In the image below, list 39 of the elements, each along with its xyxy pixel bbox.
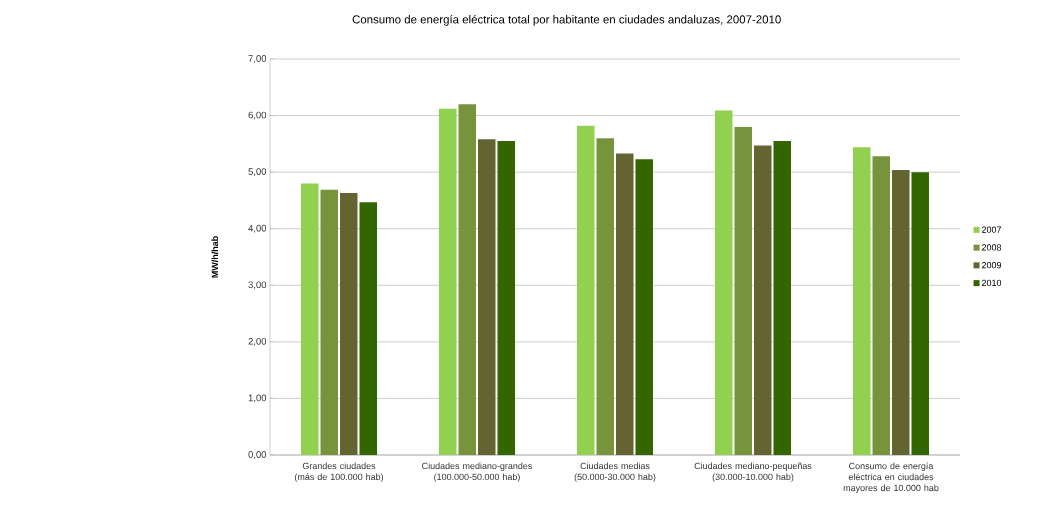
bar (320, 189, 339, 455)
x-tick-label: Grandes ciudades (más de 100.000 hab) (294, 462, 384, 482)
bar (773, 141, 791, 455)
bar (616, 153, 634, 455)
x-tick-label: Ciudades medias (50.000-30.000 hab) (574, 462, 656, 482)
bar (439, 108, 457, 455)
bar (596, 138, 615, 455)
legend-label: 2007 (981, 226, 1002, 233)
bar (892, 169, 910, 455)
legend-label: 2009 (981, 261, 1002, 269)
bar (301, 183, 319, 455)
chart-title: Consumo de energía eléctrica total por habitante en ciudades andaluzas, 2007-2010 (352, 14, 781, 26)
legend-label: 2008 (981, 244, 1002, 251)
y-tick-label: 3,00 (248, 281, 267, 290)
y-axis-title: MW/h/hab (211, 236, 219, 278)
bar (497, 141, 515, 455)
y-tick-label: 0,00 (248, 451, 267, 459)
x-tick-label: Ciudades mediano-grandes (100.000-50.000 hab) (422, 462, 532, 482)
y-tick-label: 5,00 (248, 168, 267, 177)
bar (478, 139, 496, 455)
x-tick-label: Ciudades mediano-pequeñas (30.000-10.000 hab) (694, 462, 812, 482)
bar (911, 172, 929, 455)
bar (872, 156, 891, 455)
bar (734, 126, 753, 455)
bar (340, 193, 358, 455)
bar (458, 104, 477, 455)
bar (577, 125, 595, 455)
y-tick-label: 7,00 (248, 55, 267, 63)
bar (635, 159, 653, 455)
bar (853, 147, 871, 455)
legend-label: 2010 (981, 279, 1002, 287)
x-tick-label: Consumo de energía eléctrica en ciudades mayores de 10.000 hab (843, 462, 939, 493)
bar (754, 145, 772, 455)
y-tick-label: 6,00 (248, 111, 267, 120)
bar (359, 202, 377, 455)
bar (715, 110, 733, 455)
y-tick-label: 2,00 (248, 337, 267, 346)
y-tick-label: 4,00 (248, 224, 267, 233)
y-tick-label: 1,00 (248, 394, 267, 403)
